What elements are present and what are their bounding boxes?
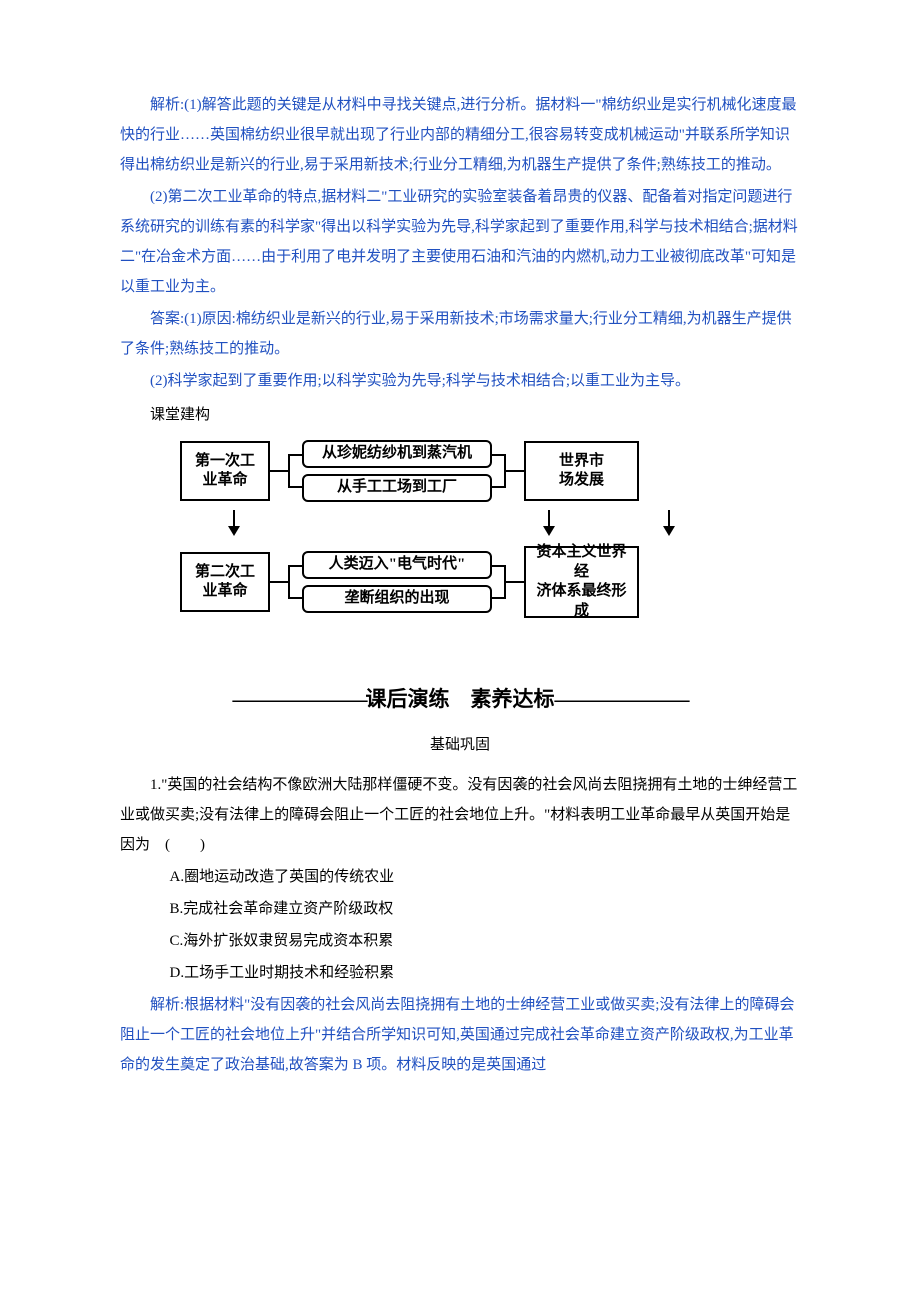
answer-text-1: (1)原因:棉纺织业是新兴的行业,易于采用新技术;市场需求量大;行业分工精细,为… (120, 311, 792, 357)
option-d: D.工场手工业时期技术和经验积累 (120, 958, 800, 988)
flowchart: 第一次工 业革命 从珍妮纺纱机到蒸汽机 从手工工场到工厂 世界市 场发展 (180, 440, 800, 618)
analysis-p1: 解析:(1)解答此题的关键是从材料中寻找关键点,进行分析。据材料一"棉纺织业是实… (120, 90, 800, 180)
answer-p1: 答案:(1)原因:棉纺织业是新兴的行业,易于采用新技术;市场需求量大;行业分工精… (120, 304, 800, 364)
practice-title: ———————课后演练 素养达标——————— (120, 678, 800, 720)
arrow-down-icon (228, 510, 240, 536)
diagram-label: 课堂建构 (120, 400, 800, 430)
connector (506, 470, 524, 472)
node-right-1: 世界市 场发展 (524, 441, 639, 501)
practice-title-text: 课后演练 素养达标 (366, 687, 555, 711)
question-1-stem: 1."英国的社会结构不像欧洲大陆那样僵硬不变。没有因袭的社会风尚去阻挠拥有土地的… (120, 770, 800, 860)
node-left-1: 第一次工 业革命 (180, 441, 270, 501)
option-a: A.圈地运动改造了英国的传统农业 (120, 862, 800, 892)
question-1-analysis: 解析:根据材料"没有因袭的社会风尚去阻挠拥有土地的士绅经营工业或做买卖;没有法律… (120, 990, 800, 1080)
dash-left: ——————— (233, 687, 366, 711)
analysis-label: 解析: (150, 97, 184, 113)
answer-p2: (2)科学家起到了重要作用;以科学实验为先导;科学与技术相结合;以重工业为主导。 (120, 366, 800, 396)
connector (270, 581, 288, 583)
bracket-icon (288, 565, 302, 599)
node-left-2: 第二次工 业革命 (180, 552, 270, 612)
analysis-text: 根据材料"没有因袭的社会风尚去阻挠拥有土地的士绅经营工业或做买卖;没有法律上的障… (120, 997, 794, 1073)
analysis-text-1: (1)解答此题的关键是从材料中寻找关键点,进行分析。据材料一"棉纺织业是实行机械… (120, 97, 797, 173)
node-mid-2a: 人类迈入"电气时代" (302, 551, 492, 579)
node-right-2: 资本主义世界经 济体系最终形成 (524, 546, 639, 618)
answer-label: 答案: (150, 311, 184, 327)
option-c: C.海外扩张奴隶贸易完成资本积累 (120, 926, 800, 956)
arrow-down-icon (543, 510, 555, 536)
dash-right: ——————— (555, 687, 688, 711)
node-mid-1a: 从珍妮纺纱机到蒸汽机 (302, 440, 492, 468)
analysis-label: 解析: (150, 997, 184, 1013)
flowchart-row-2: 第二次工 业革命 人类迈入"电气时代" 垄断组织的出现 资本主义世界经 济体系最… (180, 546, 800, 618)
question-text: "英国的社会结构不像欧洲大陆那样僵硬不变。没有因袭的社会风尚去阻挠拥有土地的士绅… (120, 777, 797, 853)
bracket-icon (492, 454, 506, 488)
vertical-arrows (180, 510, 800, 538)
node-mid-group-2: 人类迈入"电气时代" 垄断组织的出现 (302, 551, 492, 613)
practice-subtitle: 基础巩固 (120, 730, 800, 760)
bracket-icon (492, 565, 506, 599)
node-mid-1b: 从手工工场到工厂 (302, 474, 492, 502)
arrow-down-icon (663, 510, 675, 536)
analysis-p2: (2)第二次工业革命的特点,据材料二"工业研究的实验室装备着昂贵的仪器、配备着对… (120, 182, 800, 302)
question-number: 1. (150, 777, 161, 793)
connector (270, 470, 288, 472)
option-b: B.完成社会革命建立资产阶级政权 (120, 894, 800, 924)
bracket-icon (288, 454, 302, 488)
node-mid-2b: 垄断组织的出现 (302, 585, 492, 613)
node-mid-group-1: 从珍妮纺纱机到蒸汽机 从手工工场到工厂 (302, 440, 492, 502)
flowchart-row-1: 第一次工 业革命 从珍妮纺纱机到蒸汽机 从手工工场到工厂 世界市 场发展 (180, 440, 800, 502)
connector (506, 581, 524, 583)
